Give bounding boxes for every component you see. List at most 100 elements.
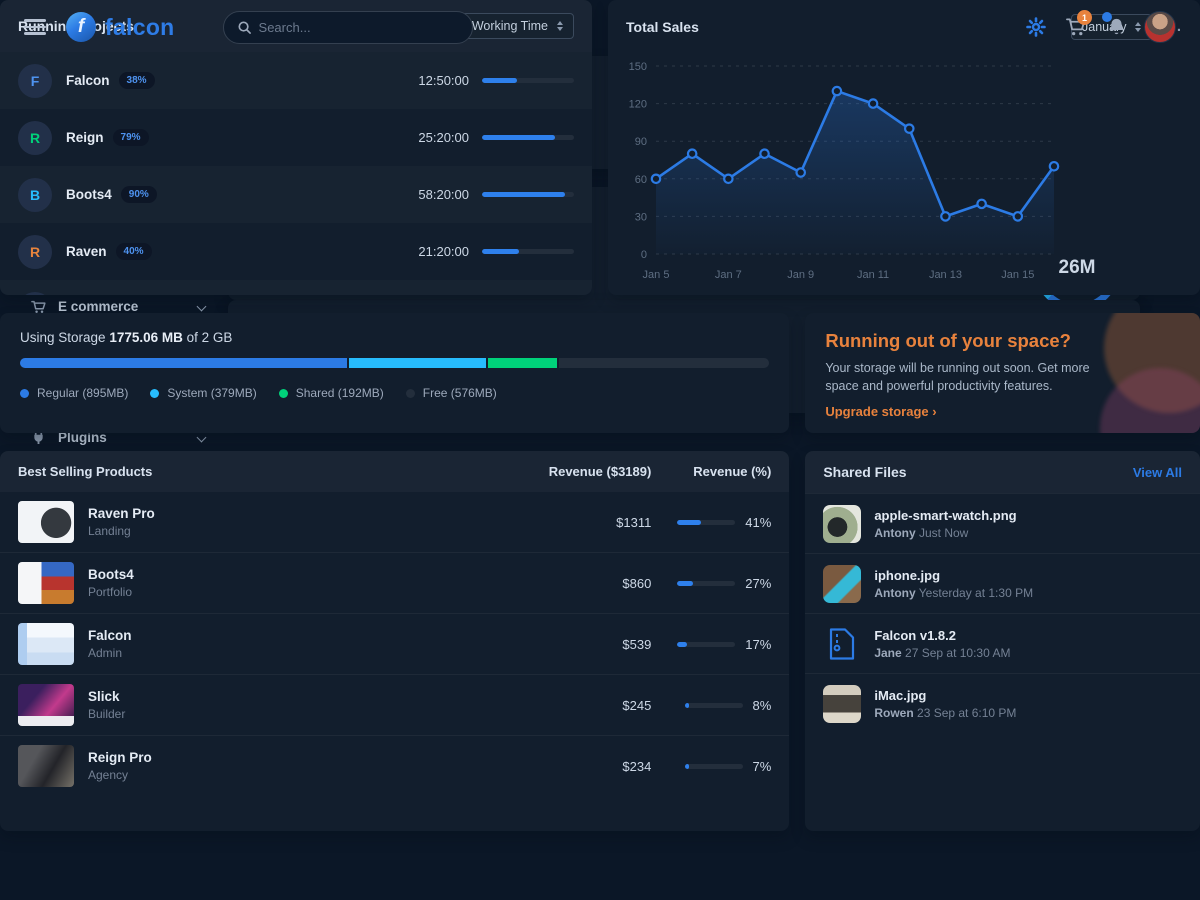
project-avatar: R <box>18 120 52 155</box>
file-row[interactable]: Falcon v1.8.2 Jane 27 Sep at 10:30 AM <box>805 613 1200 673</box>
product-row[interactable]: Raven Pro Landing $1311 41% <box>0 492 789 552</box>
file-row[interactable]: iphone.jpg Antony Yesterday at 1:30 PM <box>805 553 1200 613</box>
select-arrows-icon <box>557 21 563 31</box>
revenue-bar <box>684 763 743 769</box>
project-name: Boots4 <box>66 187 112 202</box>
upgrade-body-text: Your storage will be running out soon. G… <box>825 361 1090 394</box>
project-percent-badge: 79% <box>112 129 149 146</box>
file-row[interactable]: apple-smart-watch.png Antony Just Now <box>805 493 1200 553</box>
storage-segment-free <box>556 358 770 368</box>
search-box[interactable] <box>222 10 473 44</box>
file-user: Antony <box>874 525 916 540</box>
column-header-revenue: Revenue ($3189) <box>548 464 652 479</box>
svg-text:Jan 5: Jan 5 <box>643 269 670 281</box>
user-avatar[interactable] <box>1144 11 1176 43</box>
sidebar-item-label: Plugins <box>58 430 107 445</box>
product-row[interactable]: Reign Pro Agency $234 7% <box>0 735 790 796</box>
product-name: Boots4 <box>88 567 134 582</box>
product-name: Raven Pro <box>88 506 155 521</box>
upgrade-space-card: Running out of your space? Your storage … <box>805 313 1200 433</box>
legend-dot <box>405 388 415 398</box>
revenue-bar <box>677 641 736 647</box>
file-time: 27 Sep at 10:30 AM <box>905 645 1011 660</box>
notification-dot-badge <box>1102 12 1112 22</box>
product-percent: 27% <box>745 575 772 591</box>
view-all-link[interactable]: View All <box>1132 464 1182 480</box>
product-category: Agency <box>88 768 129 782</box>
project-avatar: R <box>18 234 52 269</box>
product-price: $1311 <box>616 514 652 530</box>
product-name: Slick <box>88 689 120 704</box>
product-row[interactable]: Falcon Admin $539 17% <box>0 613 790 674</box>
upgrade-heading: Running out of your space? <box>825 330 1071 351</box>
navbar-actions: 1 <box>1024 10 1176 43</box>
product-percent: 41% <box>745 514 772 530</box>
product-price: $539 <box>622 636 652 652</box>
product-row[interactable]: Slick Builder $245 8% <box>0 674 790 735</box>
file-name: apple-smart-watch.png <box>874 507 1017 523</box>
svg-text:120: 120 <box>629 99 647 111</box>
product-row[interactable]: Boots4 Portfolio $860 27% <box>0 552 790 613</box>
svg-text:90: 90 <box>635 136 647 148</box>
working-time-select[interactable]: Working Time <box>460 13 574 39</box>
sidebar-item-ecommerce[interactable]: E commerce <box>0 293 225 320</box>
project-row[interactable]: R Reign 79% 25:20:00 <box>0 109 592 166</box>
svg-text:60: 60 <box>635 174 647 186</box>
upgrade-storage-link[interactable]: Upgrade storage › <box>825 404 937 420</box>
product-category: Portfolio <box>88 585 133 599</box>
project-row[interactable]: S Slick 70% 31:20:00 <box>0 280 592 295</box>
project-avatar: S <box>18 291 52 295</box>
project-time: 58:20:00 <box>418 187 469 202</box>
cart-count-badge: 1 <box>1077 10 1092 25</box>
file-row[interactable]: iMac.jpg Rowen 23 Sep at 6:10 PM <box>805 673 1200 733</box>
product-thumbnail <box>18 684 74 726</box>
market-share-donut-chart: 26M <box>1034 225 1120 300</box>
total-sales-card: Total Sales January ... 0306090120150Jan… <box>608 0 1200 295</box>
file-thumbnail <box>823 504 862 543</box>
project-list: F Falcon 38% 12:50:00 R Reign 79% 25:20:… <box>0 52 592 295</box>
product-name: Reign Pro <box>88 750 152 765</box>
card-title: Shared Files <box>823 464 907 480</box>
storage-segment-system <box>347 358 487 368</box>
product-category: Admin <box>88 646 123 660</box>
project-row[interactable]: F Falcon 38% 12:50:00 <box>0 52 592 109</box>
hamburger-menu-icon[interactable] <box>24 15 46 39</box>
file-name: iphone.jpg <box>874 567 941 583</box>
chevron-down-icon <box>196 432 207 443</box>
project-row[interactable]: R Raven 40% 21:20:00 <box>0 223 592 280</box>
product-percent: 8% <box>752 697 772 713</box>
project-percent-badge: 38% <box>118 72 155 89</box>
revenue-bar <box>684 702 743 708</box>
progress-bar <box>482 192 574 197</box>
falcon-logo[interactable]: f falcon <box>66 12 175 42</box>
product-name: Falcon <box>88 628 132 643</box>
best-selling-card: Best Selling Products Revenue ($3189) Re… <box>0 451 790 831</box>
progress-bar <box>482 249 574 254</box>
storage-segment-regular <box>20 358 348 368</box>
product-thumbnail <box>18 501 74 543</box>
project-row[interactable]: B Boots4 90% 58:20:00 <box>0 166 592 223</box>
file-user: Antony <box>874 585 916 600</box>
cart-icon[interactable]: 1 <box>1064 10 1092 39</box>
legend-dot <box>150 388 160 398</box>
product-thumbnail <box>18 562 74 604</box>
revenue-bar <box>677 519 736 525</box>
legend-dot <box>278 388 288 398</box>
settings-gear-icon[interactable] <box>1024 15 1048 39</box>
sidebar-item-label: E commerce <box>58 299 139 314</box>
project-time: 25:20:00 <box>418 130 469 145</box>
project-avatar: B <box>18 177 52 212</box>
shared-files-card: Shared Files View All apple-smart-watch.… <box>805 451 1200 831</box>
chevron-down-icon <box>196 301 207 312</box>
notifications-bell-icon[interactable] <box>1102 12 1128 39</box>
project-time: 21:20:00 <box>418 244 469 259</box>
legend-dot <box>20 388 29 398</box>
storage-legend: Regular (895MB) System (379MB) Shared (1… <box>20 381 769 405</box>
search-input[interactable] <box>258 19 458 35</box>
file-user: Jane <box>874 645 902 660</box>
running-projects-card: Running Projects Working Time F Falcon 3… <box>0 0 592 295</box>
product-price: $245 <box>622 697 652 713</box>
product-price: $860 <box>622 575 652 591</box>
top-navbar: f falcon 1 <box>0 0 1200 54</box>
card-title: Total Sales <box>626 19 699 35</box>
